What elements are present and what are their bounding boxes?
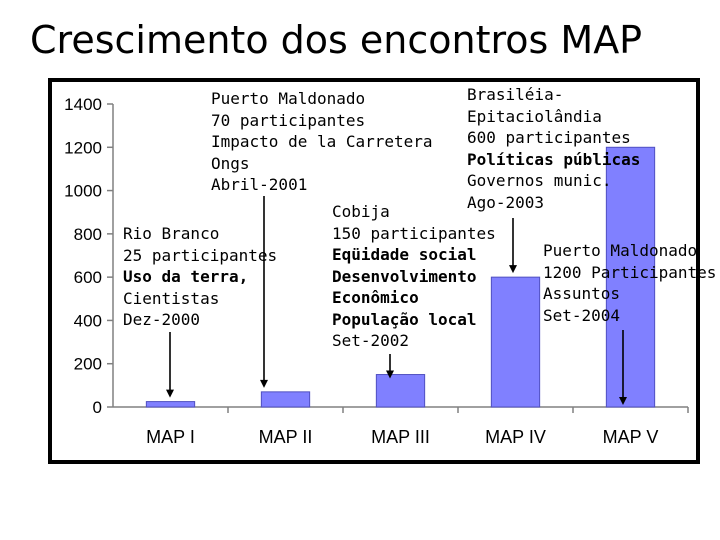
annotation-map-i: Rio Branco 25 participantes Uso da terra, C…	[123, 223, 277, 331]
annotation-line: Set-2004	[543, 305, 621, 325]
annotation-line: Cobija	[332, 202, 390, 221]
bar	[490, 276, 541, 408]
annotation-line: 600 participantes	[467, 128, 631, 147]
y-tick-label: 800	[74, 225, 102, 244]
annotation-arrowhead	[166, 389, 174, 398]
annotation-map-ii: Puerto Maldonado 70 participantes Impacto …	[211, 88, 433, 196]
y-tick-label: 1000	[64, 182, 102, 201]
y-tick-label: 1400	[64, 95, 102, 114]
annotation-line: Ago-2003	[467, 192, 545, 212]
annotation-line: 25 participantes	[123, 245, 278, 265]
x-category-label: MAP II	[259, 427, 313, 447]
annotation-line: Epitaciolândia	[467, 106, 602, 126]
annotation-line: Brasiléia-	[467, 85, 564, 104]
annotation-line: 70 participantes	[211, 110, 366, 130]
x-category-label: MAP IV	[485, 427, 546, 447]
annotation-line: Desenvolvimento	[332, 266, 477, 286]
y-tick-label: 1200	[64, 138, 102, 157]
annotation-line: Set-2002	[332, 331, 410, 350]
annotation-line: Governos munic.	[467, 171, 612, 190]
annotation-line: Econômico	[332, 288, 419, 307]
annotation-arrowhead	[509, 265, 517, 274]
x-category-label: MAP I	[146, 427, 195, 447]
x-category-label: MAP III	[371, 427, 430, 447]
annotation-arrowhead	[260, 379, 268, 388]
bar	[260, 391, 311, 408]
annotation-line: Impacto de la Carretera	[211, 132, 433, 151]
y-tick-label: 400	[74, 311, 102, 330]
annotation-line: Rio Branco	[123, 224, 220, 243]
x-category-label: MAP V	[603, 427, 659, 447]
annotation-arrowhead	[386, 370, 394, 379]
annotation-map-iii: Cobija 150 participantes Eqüidade social De…	[332, 201, 496, 352]
annotation-line: Dez-2000	[123, 310, 201, 329]
annotation-line: Uso da terra,	[123, 267, 249, 286]
y-tick-label: 0	[93, 398, 102, 417]
annotation-arrowhead	[619, 397, 627, 405]
annotation-line: Cientistas	[123, 288, 220, 308]
bar	[375, 374, 426, 408]
y-tick-label: 600	[74, 268, 102, 287]
slide-title: Crescimento dos encontros MAP	[30, 18, 643, 62]
bar	[605, 146, 656, 408]
annotation-line: Ongs	[211, 153, 250, 173]
annotation-line: Puerto Maldonado	[543, 241, 698, 260]
bar	[145, 401, 196, 408]
annotation-line: População local	[332, 309, 477, 329]
annotation-line: Políticas públicas	[467, 149, 641, 169]
annotation-line: Abril-2001	[211, 175, 308, 194]
annotation-map-iv: Brasiléia- Epitaciolândia 600 participante…	[467, 84, 640, 213]
y-tick-label: 200	[74, 355, 102, 374]
annotation-line: Puerto Maldonado	[211, 89, 366, 108]
chart-frame	[48, 78, 700, 464]
annotation-line: 1200 Participantes	[543, 262, 717, 282]
annotation-map-v: Puerto Maldonado 1200 Participantes Assunt…	[543, 240, 716, 326]
annotation-line: 150 participantes	[332, 223, 496, 243]
annotation-line: Eqüidade social	[332, 245, 477, 264]
annotation-line: Assuntos	[543, 284, 621, 303]
